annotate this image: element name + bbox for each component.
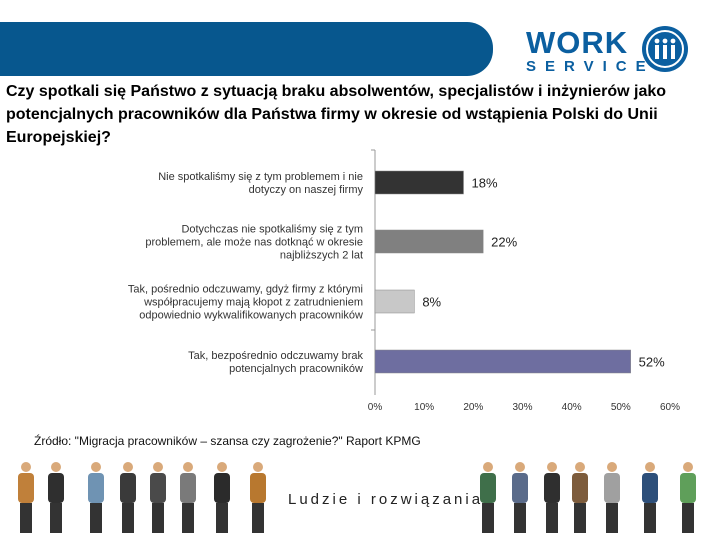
x-tick-label: 50% [611,402,631,413]
category-label: dotyczy on naszej firmy [249,184,364,196]
person-icon [572,462,588,533]
x-tick-label: 60% [660,402,680,413]
people-illustration [18,462,696,533]
data-label: 52% [639,355,665,370]
person-icon [512,462,528,533]
data-label: 18% [472,176,498,191]
bar [374,289,415,314]
person-icon [18,462,34,533]
person-icon [544,462,560,533]
category-label: współpracujemy mają kłopot z zatrudnieni… [143,297,363,309]
x-tick-label: 40% [562,402,582,413]
person-icon [250,462,266,533]
bar [374,170,464,195]
person-icon [480,462,496,533]
bar [374,349,631,374]
person-icon [48,462,64,533]
category-label: Dotychczas nie spotkaliśmy się z tym [181,224,363,236]
logo-sub: SERVICE [526,58,655,75]
category-label: odpowiednio wykwalifikowanych pracownikó… [139,310,363,322]
category-label: potencjalnych pracowników [229,363,363,375]
category-label: Tak, bezpośrednio odczuwamy brak [188,350,363,362]
category-label: Tak, pośrednio odczuwamy, gdyż firmy z k… [128,284,363,296]
source-note: Źródło: "Migracja pracowników – szansa c… [34,434,421,448]
x-tick-label: 10% [414,402,434,413]
x-tick-label: 30% [512,402,532,413]
bar-chart: 18% Nie spotkaliśmy się z tym problemem i… [128,149,680,413]
person-icon [604,462,620,533]
x-tick-label: 0% [368,402,383,413]
category-label: problemem, ale może nas dotknąć w okresi… [145,237,363,249]
data-label: 8% [422,295,441,310]
category-label: najbliższych 2 lat [280,250,363,262]
person-icon [150,462,166,533]
logo-badge-icon [642,26,688,72]
person-icon [120,462,136,533]
bar [374,229,484,254]
x-tick-label: 20% [463,402,483,413]
work-service-logo: WORK SERVICE [520,26,690,76]
question-title: Czy spotkali się Państwo z sytuacją brak… [6,83,667,146]
person-icon [180,462,196,533]
person-icon [214,462,230,533]
header-banner [0,22,493,76]
person-icon [642,462,658,533]
person-icon [88,462,104,533]
tagline: Ludzie i rozwiązania [288,491,484,508]
data-label: 22% [491,235,517,250]
logo-word: WORK [526,25,629,60]
person-icon [680,462,696,533]
category-label: Nie spotkaliśmy się z tym problemem i ni… [158,171,363,183]
